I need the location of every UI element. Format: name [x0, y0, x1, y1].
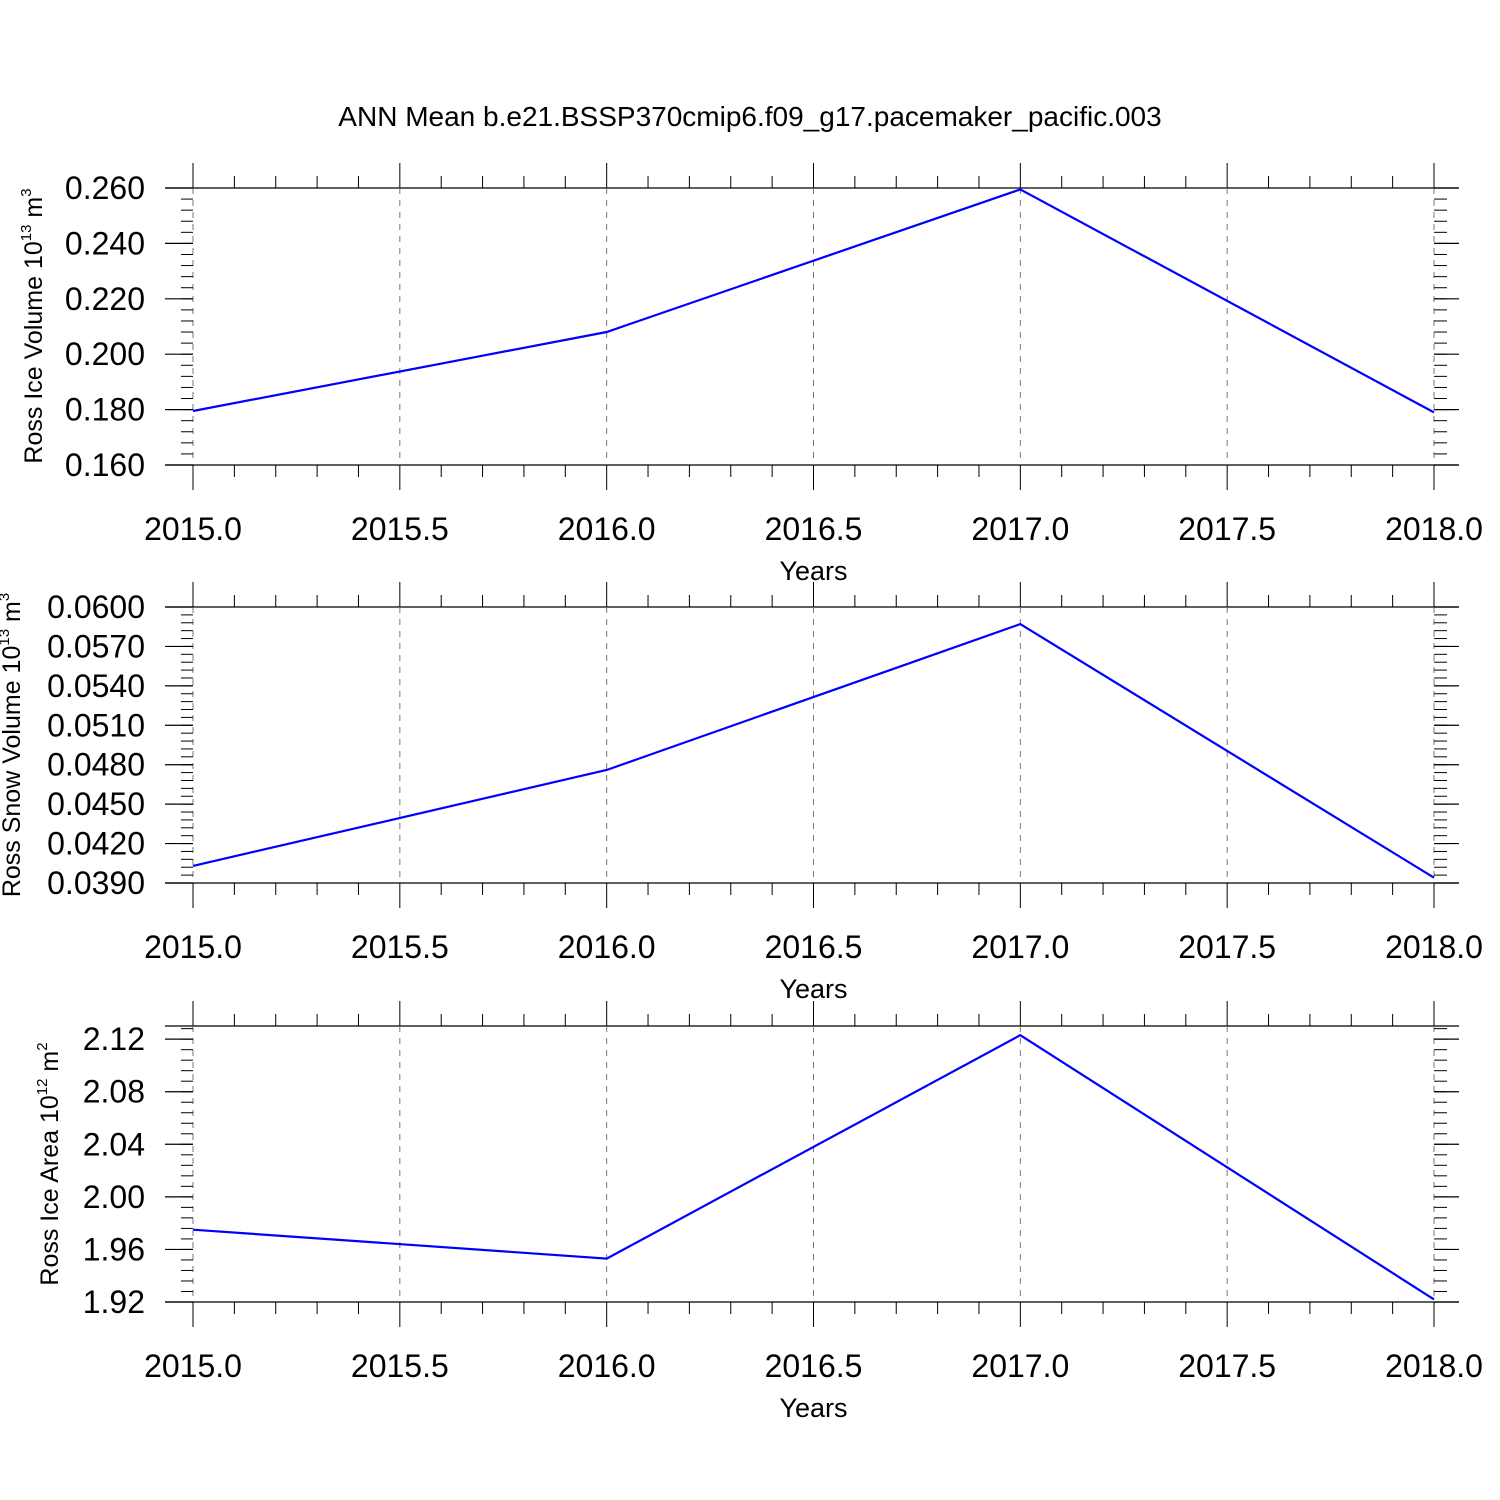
- x-tick-label: 2017.0: [971, 511, 1069, 547]
- y-axis-label-part: m: [36, 1051, 64, 1079]
- y-tick-label: 1.96: [83, 1231, 145, 1267]
- x-tick-label: 2015.0: [144, 511, 242, 547]
- x-tick-label: 2016.0: [558, 1348, 656, 1384]
- y-tick-label: 0.0510: [47, 707, 145, 743]
- chart-title: ANN Mean b.e21.BSSP370cmip6.f09_g17.pace…: [338, 101, 1161, 132]
- x-tick-label: 2018.0: [1385, 1348, 1483, 1384]
- y-axis-label-part: Ross Ice Area 10: [36, 1095, 64, 1285]
- x-tick-label: 2018.0: [1385, 929, 1483, 965]
- y-tick-label: 0.240: [65, 225, 145, 261]
- x-tick-label: 2017.5: [1178, 511, 1276, 547]
- x-tick-label: 2016.5: [765, 1348, 863, 1384]
- y-axis-label-part: Ross Snow Volume 10: [0, 646, 26, 898]
- x-tick-label: 2016.0: [558, 929, 656, 965]
- y-tick-label: 0.0420: [47, 826, 145, 862]
- y-tick-label: 0.220: [65, 281, 145, 317]
- y-axis-label-superscript: 2: [34, 1042, 51, 1050]
- panel-1: 0.160 0.180 0.200 0.220 0.240 0.260 2015.0 2015…: [18, 163, 1483, 586]
- y-tick-label: 2.00: [83, 1179, 145, 1215]
- y-axis-label-part: m: [20, 197, 48, 225]
- y-tick-label: 0.160: [65, 447, 145, 483]
- y-axis-label-superscript: 13: [0, 629, 13, 646]
- y-tick-label: 0.0600: [47, 589, 145, 625]
- x-tick-label: 2015.0: [144, 929, 242, 965]
- x-axis-label: Years: [779, 1393, 847, 1423]
- y-tick-label: 0.0390: [47, 865, 145, 901]
- x-tick-label: 2016.0: [558, 511, 656, 547]
- x-tick-label: 2016.5: [765, 929, 863, 965]
- y-axis-label: Ross Snow Volume 1013 m3: [0, 593, 26, 897]
- x-tick-label: 2018.0: [1385, 511, 1483, 547]
- y-axis-label: Ross Ice Area 1012 m2: [34, 1042, 64, 1285]
- y-tick-label: 0.180: [65, 392, 145, 428]
- series-line: [192, 1033, 1435, 1301]
- x-tick-label: 2015.5: [351, 511, 449, 547]
- x-tick-label: 2017.0: [971, 929, 1069, 965]
- x-tick-label: 2016.5: [765, 511, 863, 547]
- y-axis-label-superscript: 3: [18, 188, 35, 196]
- y-tick-label: 0.0540: [47, 668, 145, 704]
- x-axis-label: Years: [779, 974, 847, 1004]
- y-axis-label-superscript: 3: [0, 593, 13, 601]
- x-tick-label: 2017.5: [1178, 1348, 1276, 1384]
- y-tick-label: 0.260: [65, 170, 145, 206]
- y-tick-label: 2.08: [83, 1074, 145, 1110]
- x-tick-label: 2015.0: [144, 1348, 242, 1384]
- y-axis-label: Ross Ice Volume 1013 m3: [18, 188, 48, 463]
- series-line: [192, 622, 1435, 879]
- y-tick-label: 0.0480: [47, 747, 145, 783]
- x-axis-label: Years: [779, 556, 847, 586]
- y-tick-label: 1.92: [83, 1284, 145, 1320]
- y-tick-label: 0.200: [65, 336, 145, 372]
- x-tick-label: 2015.5: [351, 929, 449, 965]
- y-axis-label-superscript: 13: [18, 225, 35, 242]
- series-line: [192, 188, 1435, 414]
- panel-3: 1.92 1.96 2.00 2.04 2.08 2.12 2015.0 2015.5 2016…: [34, 1001, 1483, 1423]
- y-axis-label-part: Ross Ice Volume 10: [20, 241, 48, 463]
- x-tick-label: 2017.5: [1178, 929, 1276, 965]
- x-tick-label: 2017.0: [971, 1348, 1069, 1384]
- x-tick-label: 2015.5: [351, 1348, 449, 1384]
- y-axis-label-part: m: [0, 601, 26, 629]
- y-tick-label: 0.0450: [47, 786, 145, 822]
- y-tick-label: 2.04: [83, 1126, 145, 1162]
- y-tick-label: 2.12: [83, 1021, 145, 1057]
- y-axis-label-superscript: 12: [34, 1079, 51, 1096]
- y-tick-label: 0.0570: [47, 628, 145, 664]
